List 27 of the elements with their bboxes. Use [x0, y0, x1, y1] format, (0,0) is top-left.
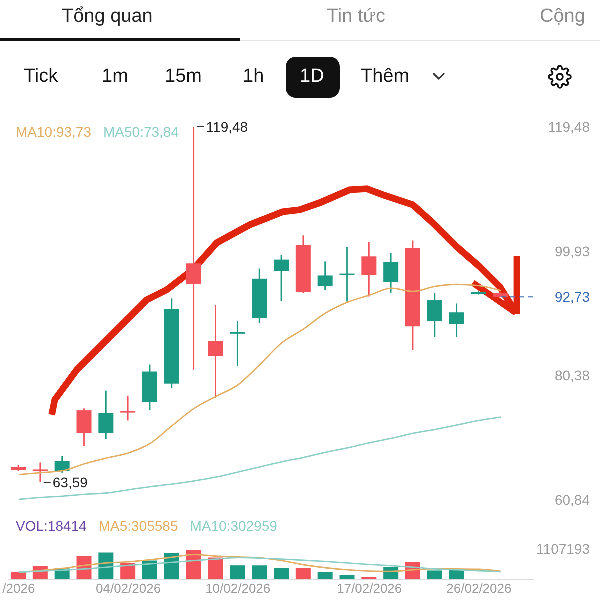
annotation: 119,48 [206, 119, 248, 135]
text: Cộng [540, 6, 586, 27]
text: 1m [102, 66, 128, 87]
x-tick-label: 17/02/2026 [337, 581, 402, 596]
annotation: 63,59 [52, 474, 88, 491]
x-tick-label: 10/02/2026 [206, 581, 271, 596]
text: Tổng quan [62, 6, 153, 27]
text: MA50:73,84 [104, 124, 179, 140]
y-tick-label: 60,84 [554, 492, 590, 508]
series-label: VOL:18414 [16, 518, 87, 534]
text: Tin tức [327, 6, 386, 27]
text: 1D [300, 66, 324, 87]
text: Thêm [361, 66, 410, 87]
x-tick-label: 26/02/2026 [446, 581, 512, 596]
text: 15m [165, 66, 202, 87]
series-label: MA10:302959 [190, 518, 278, 534]
text: 1h [243, 66, 264, 87]
text: 1107193 [536, 541, 590, 557]
series-label: MA5:305585 [98, 518, 178, 534]
x-tick-label: /2026 [2, 581, 36, 596]
y-tick-label: 80,38 [554, 368, 590, 384]
text: Tick [24, 66, 58, 87]
x-tick-label: 04/02/2026 [96, 581, 162, 596]
y-tick-label: 119,48 [548, 119, 590, 135]
text: MA10:93,73 [16, 124, 92, 140]
ref-line-label: 92,73 [554, 289, 590, 306]
y-tick-label: 99,93 [554, 243, 590, 260]
